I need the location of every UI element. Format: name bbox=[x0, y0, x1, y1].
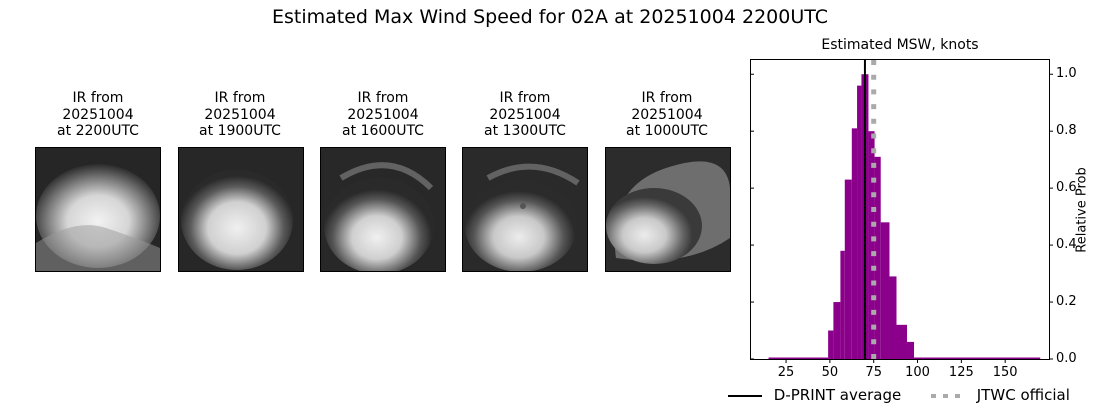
y-tick-label: 0.0 bbox=[1056, 351, 1077, 366]
ir-panel-title-5: IR from 20251004 at 1000UTC bbox=[592, 90, 742, 140]
ir-title-time: at 1000UTC bbox=[626, 123, 708, 139]
ir-title-line: IR from bbox=[641, 90, 693, 106]
cyclone-ir-image bbox=[463, 148, 587, 271]
ir-title-line: IR from bbox=[499, 90, 551, 106]
histogram-bar bbox=[874, 156, 881, 359]
ir-image-1600utc bbox=[320, 147, 446, 272]
ir-title-date: 20251004 bbox=[347, 106, 419, 123]
histogram-bar bbox=[828, 330, 834, 359]
cyclone-ir-image bbox=[179, 148, 303, 271]
y-tick-label: 0.8 bbox=[1056, 123, 1077, 139]
histogram-bar bbox=[914, 357, 1041, 359]
y-axis-label: Relative Prob bbox=[1074, 167, 1090, 253]
legend-dprint: D-PRINT average bbox=[728, 386, 901, 404]
y-tick-label: 0.6 bbox=[1056, 180, 1077, 196]
legend-jtwc: JTWC official bbox=[931, 386, 1070, 404]
histogram-bar bbox=[889, 276, 897, 359]
dotted-line-icon bbox=[931, 393, 965, 398]
axis-ticks bbox=[750, 73, 1053, 363]
y-tick-label: 0.4 bbox=[1056, 237, 1077, 253]
x-tick-label: 50 bbox=[821, 365, 839, 380]
ir-image-2200utc bbox=[35, 147, 161, 272]
x-tick-label: 25 bbox=[777, 365, 795, 380]
solid-line-icon bbox=[728, 394, 762, 397]
ir-panel-title-4: IR from 20251004 at 1300UTC bbox=[450, 90, 600, 140]
histogram-axes bbox=[750, 59, 1050, 360]
ir-panel-title-3: IR from 20251004 at 1600UTC bbox=[308, 90, 458, 140]
ir-title-time: at 1300UTC bbox=[484, 123, 566, 139]
ir-image-1000utc bbox=[605, 147, 731, 272]
histogram-bar bbox=[851, 128, 858, 359]
ir-panel-title-1: IR from 20251004 at 2200UTC bbox=[23, 90, 173, 140]
ir-panel-title-2: IR from 20251004 at 1900UTC bbox=[165, 90, 315, 140]
histogram-bar bbox=[857, 85, 862, 359]
histogram-bar bbox=[896, 324, 908, 359]
histogram-bar bbox=[840, 250, 845, 359]
y-tick-label: 1.0 bbox=[1056, 66, 1077, 82]
ir-image-1900utc bbox=[178, 147, 304, 272]
histogram-bar bbox=[907, 341, 915, 359]
ir-title-date: 20251004 bbox=[489, 106, 561, 123]
ir-title-time: at 1600UTC bbox=[342, 123, 424, 139]
reference-lines bbox=[863, 60, 877, 359]
ir-title-line: IR from bbox=[357, 90, 409, 106]
histogram-bar bbox=[768, 357, 829, 359]
histogram-bar bbox=[868, 131, 875, 359]
ir-title-date: 20251004 bbox=[62, 106, 134, 123]
ir-title-line: IR from bbox=[214, 90, 266, 106]
histogram-bars bbox=[768, 74, 1041, 359]
legend-label: JTWC official bbox=[976, 386, 1070, 404]
chart-title: Estimated MSW, knots bbox=[821, 37, 979, 53]
ir-image-1300utc bbox=[462, 147, 588, 272]
x-tick-label: 75 bbox=[865, 365, 882, 380]
y-tick-label: 0.2 bbox=[1056, 294, 1077, 310]
cyclone-ir-image bbox=[36, 148, 160, 271]
x-tick-label: 125 bbox=[948, 365, 974, 380]
figure-title: Estimated Max Wind Speed for 02A at 2025… bbox=[271, 6, 828, 28]
x-tick-label: 150 bbox=[992, 365, 1018, 380]
legend-label: D-PRINT average bbox=[773, 386, 902, 404]
histogram-bar bbox=[844, 179, 852, 359]
ir-title-time: at 1900UTC bbox=[199, 123, 281, 139]
ir-title-date: 20251004 bbox=[631, 106, 703, 123]
cyclone-ir-image bbox=[321, 148, 445, 271]
histogram-bar bbox=[880, 222, 890, 359]
ir-title-date: 20251004 bbox=[204, 106, 276, 123]
histogram-bar bbox=[833, 302, 841, 359]
x-tick-label: 100 bbox=[905, 365, 930, 380]
ir-title-line: IR from bbox=[72, 90, 124, 106]
cyclone-ir-image bbox=[606, 148, 730, 271]
ir-title-time: at 2200UTC bbox=[57, 123, 139, 139]
